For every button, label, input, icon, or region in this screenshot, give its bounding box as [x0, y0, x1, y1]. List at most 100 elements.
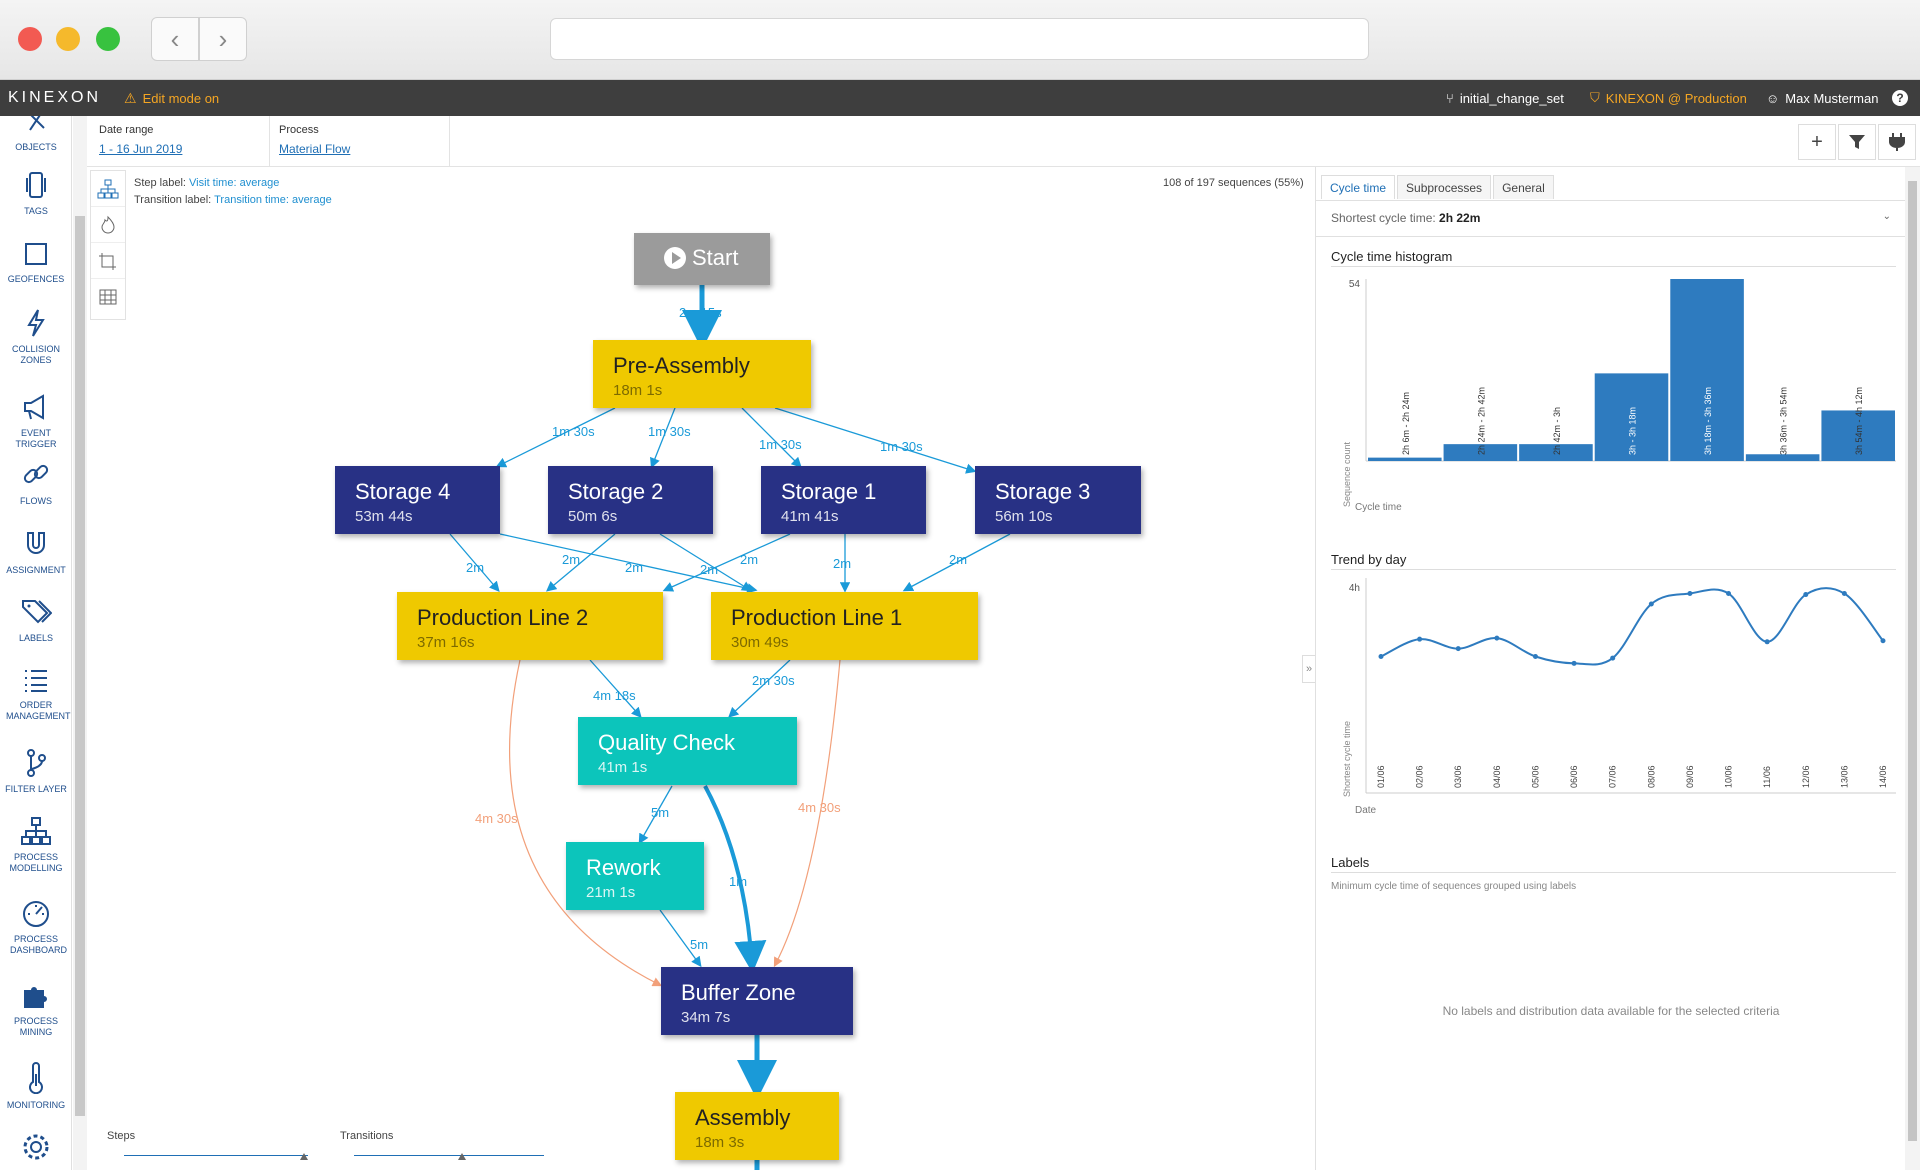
- histogram-bar[interactable]: [1594, 373, 1669, 461]
- maximize-window-button[interactable]: [96, 27, 120, 51]
- sidebar-scroll-thumb[interactable]: [75, 216, 85, 1116]
- sidebar-scrollbar[interactable]: [73, 116, 87, 1170]
- node-rework[interactable]: Rework 21m 1s: [566, 842, 704, 910]
- node-storage-4[interactable]: Storage 4 53m 44s: [335, 466, 500, 534]
- tab-general[interactable]: General: [1493, 175, 1554, 199]
- sidebar-item-geofences[interactable]: GEOFENCES: [0, 240, 71, 285]
- histogram-bar[interactable]: [1745, 454, 1820, 461]
- shortest-cycle-dropdown[interactable]: Shortest cycle time: 2h 22m ⌄: [1331, 211, 1891, 225]
- sidebar-item-objects[interactable]: OBJECTS: [0, 116, 71, 153]
- node-buffer-zone[interactable]: Buffer Zone 34m 7s: [661, 967, 853, 1035]
- node-assembly[interactable]: Assembly 18m 3s: [675, 1092, 839, 1160]
- org-selector[interactable]: ⛉ KINEXON @ Production: [1590, 80, 1747, 116]
- trend-point[interactable]: [1417, 636, 1423, 642]
- double-chevron-right-icon: »: [1305, 663, 1313, 675]
- process-value[interactable]: Material Flow: [279, 142, 351, 156]
- filter-button[interactable]: [1838, 124, 1876, 160]
- trend-point[interactable]: [1532, 654, 1538, 659]
- trend-xtick: 06/06: [1569, 765, 1579, 788]
- trend-xtick: 04/06: [1492, 765, 1502, 788]
- transitions-slider[interactable]: [354, 1155, 544, 1156]
- edge-label: 1m 30s: [880, 439, 923, 454]
- node-start[interactable]: Start: [634, 233, 770, 285]
- layout-tool-button[interactable]: [91, 171, 125, 207]
- node-production-line-2[interactable]: Production Line 2 37m 16s: [397, 592, 663, 660]
- sidebar-item-settings[interactable]: [0, 1132, 71, 1168]
- trend-point[interactable]: [1841, 591, 1847, 596]
- date-range-value[interactable]: 1 - 16 Jun 2019: [99, 142, 183, 156]
- sidebar-item-flows[interactable]: FLOWS: [0, 460, 71, 507]
- trend-xtick: 14/06: [1878, 765, 1888, 788]
- minimize-window-button[interactable]: [56, 27, 80, 51]
- labels-empty-message: No labels and distribution data availabl…: [1442, 1004, 1780, 1018]
- crop-tool-button[interactable]: [91, 243, 125, 279]
- trend-point[interactable]: [1648, 601, 1654, 607]
- steps-slider-handle[interactable]: [300, 1153, 308, 1160]
- sidebar-item-process-modelling[interactable]: PROCESS MODELLING: [0, 816, 71, 874]
- histogram-bar[interactable]: [1670, 279, 1744, 461]
- address-bar[interactable]: [550, 18, 1369, 60]
- trend-point[interactable]: [1610, 655, 1616, 661]
- trend-point[interactable]: [1494, 635, 1500, 641]
- transitions-slider-label: Transitions: [340, 1130, 394, 1142]
- tab-subprocesses[interactable]: Subprocesses: [1397, 175, 1492, 199]
- trend-ylabel: Shortest cycle time: [1342, 720, 1352, 797]
- node-pre-assembly[interactable]: Pre-Assembly 18m 1s: [593, 340, 811, 408]
- edge-label: 1m 30s: [759, 437, 802, 452]
- histogram-ylabel: Sequence count: [1342, 441, 1352, 507]
- heatmap-tool-button[interactable]: [91, 207, 125, 243]
- trend-point[interactable]: [1803, 592, 1809, 598]
- histogram-bar[interactable]: [1821, 410, 1895, 461]
- forward-button[interactable]: ›: [199, 17, 247, 61]
- trend-point[interactable]: [1880, 638, 1886, 644]
- transition-label-link[interactable]: Transition time: average: [214, 194, 332, 206]
- sidebar-item-event-trigger[interactable]: EVENT TRIGGER: [0, 392, 71, 450]
- node-quality-check[interactable]: Quality Check 41m 1s: [578, 717, 797, 785]
- changeset-selector[interactable]: ⑂ initial_change_set: [1446, 80, 1564, 116]
- trend-point[interactable]: [1378, 654, 1384, 659]
- edge-label: 1m 30s: [552, 424, 595, 439]
- histogram-bar[interactable]: [1519, 444, 1593, 461]
- node-storage-2[interactable]: Storage 2 50m 6s: [548, 466, 713, 534]
- transitions-slider-handle[interactable]: [458, 1153, 466, 1160]
- sidebar-item-order-management[interactable]: ORDER MANAGEMENT: [0, 666, 71, 722]
- trend-point[interactable]: [1687, 591, 1693, 596]
- node-production-line-1[interactable]: Production Line 1 30m 49s: [711, 592, 978, 660]
- sidebar-item-assignment[interactable]: ASSIGNMENT: [0, 529, 71, 576]
- node-subtitle: 41m 1s: [598, 759, 648, 776]
- close-window-button[interactable]: [18, 27, 42, 51]
- sidebar-item-tags[interactable]: TAGS: [0, 170, 71, 217]
- table-tool-button[interactable]: [91, 279, 125, 315]
- step-label-link[interactable]: Visit time: average: [189, 177, 280, 189]
- collapse-panel-button[interactable]: »: [1302, 655, 1316, 683]
- help-button[interactable]: ?: [1892, 80, 1908, 116]
- edge-qc-buffer: [703, 785, 767, 973]
- node-subtitle: 53m 44s: [355, 508, 413, 525]
- node-storage-1[interactable]: Storage 1 41m 41s: [761, 466, 926, 534]
- connect-button[interactable]: [1878, 124, 1916, 160]
- sidebar-item-monitoring[interactable]: MONITORING: [0, 1062, 71, 1111]
- trend-point[interactable]: [1764, 639, 1770, 645]
- node-subtitle: 18m 3s: [695, 1134, 745, 1151]
- sidebar-item-labels[interactable]: LABELS: [0, 597, 71, 644]
- edit-mode-indicator[interactable]: ⚠ Edit mode on: [124, 80, 219, 116]
- steps-slider[interactable]: [124, 1155, 308, 1156]
- histogram-bar[interactable]: [1368, 457, 1442, 461]
- trend-point[interactable]: [1571, 660, 1577, 666]
- sidebar-item-process-dashboard[interactable]: PROCESS DASHBOARD: [0, 898, 71, 956]
- edge-qc-rework: [638, 785, 673, 845]
- node-storage-3[interactable]: Storage 3 56m 10s: [975, 466, 1141, 534]
- trend-point[interactable]: [1455, 646, 1461, 652]
- sidebar-item-filter-layer[interactable]: FILTER LAYER: [0, 748, 71, 795]
- sidebar-item-process-mining[interactable]: PROCESS MINING: [0, 980, 71, 1038]
- histogram-bar[interactable]: [1443, 444, 1518, 461]
- panel-scroll-thumb[interactable]: [1908, 181, 1917, 1141]
- trend-point[interactable]: [1726, 591, 1732, 596]
- edge-s2-pl1: [659, 533, 753, 592]
- user-menu[interactable]: ☺ Max Musterman: [1766, 80, 1878, 116]
- tab-cycle-time[interactable]: Cycle time: [1321, 175, 1396, 199]
- sidebar-item-collision-zones[interactable]: COLLISION ZONES: [0, 308, 71, 366]
- add-button[interactable]: +: [1798, 124, 1836, 160]
- back-button[interactable]: ‹: [151, 17, 199, 61]
- panel-scrollbar[interactable]: [1905, 167, 1920, 1170]
